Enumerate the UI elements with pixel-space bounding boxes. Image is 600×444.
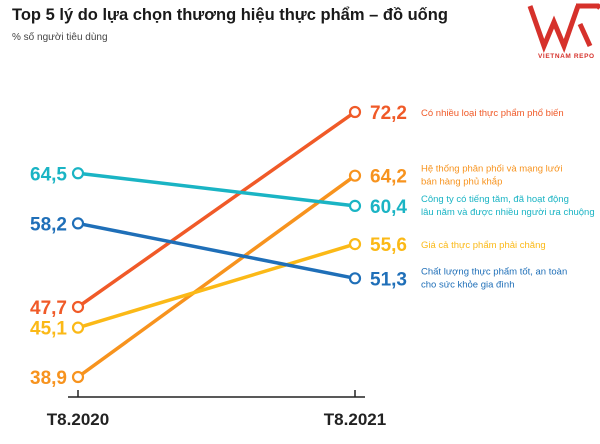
x-tick-label: T8.2021 [324,410,386,429]
x-tick-label: T8.2020 [47,410,109,429]
series-name-label: cho sức khỏe gia đình [421,279,515,290]
series-name-label: Có nhiều loại thực phẩm phổ biến [421,108,564,119]
data-label-2020: 45,1 [30,319,67,340]
series-name-label: Giá cả thực phẩm phải chăng [421,240,546,251]
series-line [76,173,357,379]
chart-subtitle: % số người tiêu dùng [12,32,108,43]
data-point [71,321,85,334]
data-point [71,370,85,384]
series-name-label: bán hàng phủ khắp [421,177,502,188]
data-label-2020: 38,9 [30,368,67,389]
data-point [71,217,85,230]
data-point [71,300,85,314]
series-line [76,171,357,208]
series-line [76,110,357,309]
series-name-label: Hệ thống phân phối và mạng lưới [421,164,562,175]
data-label-2021: 55,6 [370,235,407,256]
data-label-2020: 64,5 [30,164,67,185]
data-label-2021: 64,2 [370,167,407,188]
logo-mark-icon [527,3,600,53]
data-label-2021: 60,4 [370,197,407,218]
series-name-label: Chất lượng thực phẩm tốt, an toàn [421,266,567,277]
logo-text: VIETNAM REPO [538,53,595,60]
chart-title: Top 5 lý do lựa chọn thương hiệu thực ph… [12,6,448,24]
data-label-2020: 58,2 [30,214,67,235]
data-point [348,199,362,213]
data-point [348,272,362,285]
data-point [348,238,362,251]
vietnam-report-logo: VIETNAM REPO [520,0,600,66]
data-label-2021: 72,2 [370,103,407,124]
data-point [348,169,362,182]
data-point [348,105,362,119]
series-name-label: lâu năm và được nhiều người ưa chuộng [421,207,595,218]
data-label-2021: 51,3 [370,269,407,290]
series-line [76,242,357,330]
data-point [71,167,85,180]
series-line [76,221,357,281]
series-name-label: Công ty có tiếng tăm, đã hoạt động [421,194,569,205]
data-label-2020: 47,7 [30,298,67,319]
